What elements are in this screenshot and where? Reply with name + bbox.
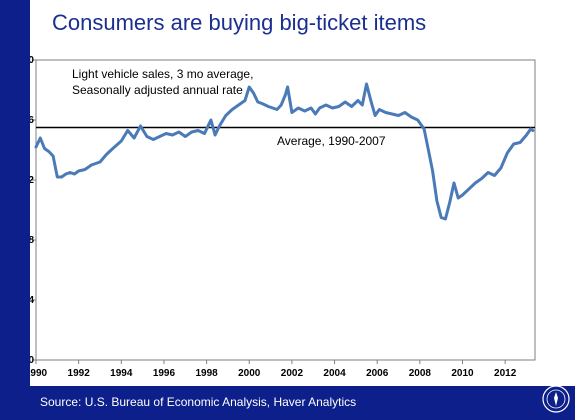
- line-chart: 0 4 8 12 16 20 1990 1992 1994 1996 1998 2000 2002 20…: [30, 55, 536, 379]
- x-tick-label: 2006: [366, 368, 389, 379]
- source-note: Source: U.S. Bureau of Economic Analysis…: [40, 395, 357, 409]
- x-tick-label: 1994: [110, 368, 133, 379]
- chart-annotation-line-1: Light vehicle sales, 3 mo average,: [72, 67, 253, 81]
- y-tick-label: 4: [30, 295, 34, 306]
- y-tick-label: 8: [30, 235, 34, 246]
- x-axis: 1990 1992 1994 1996 1998 2000 2002 2004 2006 2008…: [30, 360, 517, 379]
- x-tick-label: 1992: [68, 368, 91, 379]
- bottom-footer-bar: [0, 386, 575, 420]
- plot-area: [35, 59, 536, 361]
- y-tick-label: 20: [30, 55, 34, 66]
- x-tick-label: 2002: [281, 368, 304, 379]
- x-tick-label: 1996: [153, 368, 176, 379]
- series-line-vehicle-sales: [34, 82, 535, 221]
- left-accent-bar: [0, 0, 30, 420]
- x-tick-label: 2012: [494, 368, 517, 379]
- y-tick-label: 0: [30, 355, 34, 366]
- y-tick-label: 16: [30, 115, 34, 126]
- x-tick-label: 2000: [238, 368, 261, 379]
- y-axis: 0 4 8 12 16 20: [30, 55, 36, 366]
- reference-line-label: Average, 1990-2007: [277, 134, 386, 148]
- x-tick-label: 1990: [30, 368, 48, 379]
- y-tick-label: 12: [30, 175, 34, 186]
- x-tick-label: 2004: [323, 368, 346, 379]
- chart-annotation-line-2: Seasonally adjusted annual rate: [72, 83, 243, 97]
- x-tick-label: 2008: [409, 368, 432, 379]
- x-tick-label: 1998: [195, 368, 218, 379]
- x-tick-label: 2010: [451, 368, 474, 379]
- federal-reserve-seal-logo: [542, 385, 570, 413]
- slide-title: Consumers are buying big-ticket items: [52, 10, 427, 35]
